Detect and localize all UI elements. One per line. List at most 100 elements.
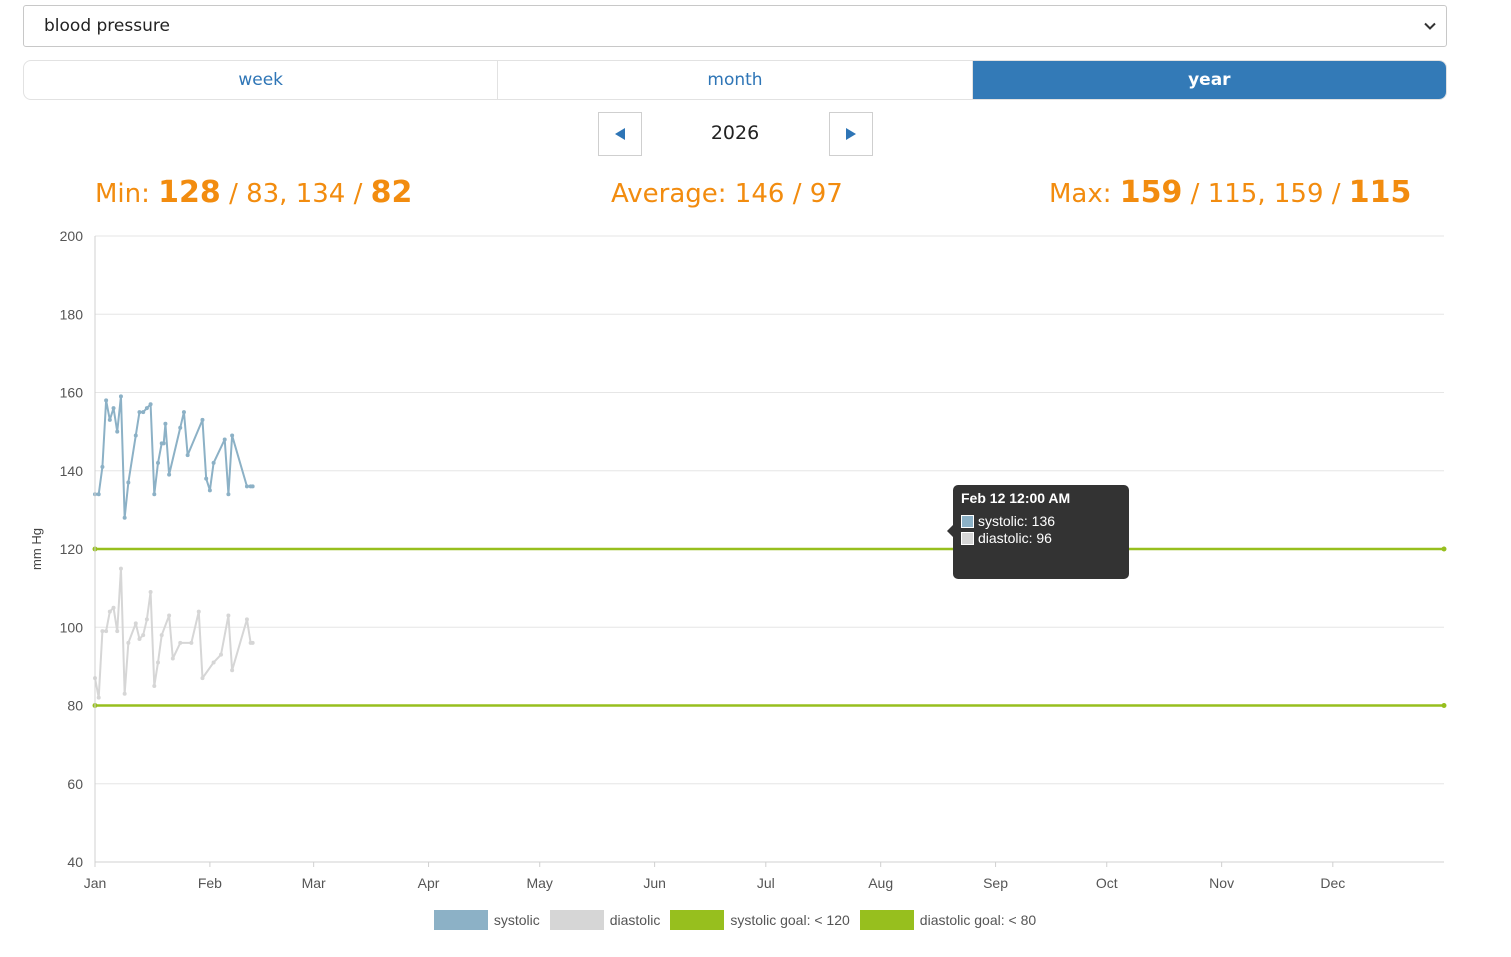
chevron-down-icon (1424, 22, 1436, 30)
x-tick-label-jan: Jan (84, 875, 107, 891)
systolic-line (95, 395, 253, 519)
y-tick-label-200: 200 (60, 228, 84, 244)
diastolic-point (118, 566, 123, 571)
systolic-point (100, 464, 105, 469)
systolic-point (226, 492, 231, 497)
diastolic-point (141, 633, 146, 638)
systolic-point (163, 421, 168, 426)
min-diastolic-1: 83, (246, 179, 288, 209)
tab-week[interactable]: week (24, 61, 499, 99)
systolic-point (185, 453, 190, 458)
tab-year[interactable]: year (972, 61, 1446, 99)
x-tick-label-nov: Nov (1209, 875, 1234, 891)
average-label: Average: (611, 179, 727, 209)
blood-pressure-chart: 40 60 80 100 120 140 160 180 200 Jan Feb Mar Apr May J… (29, 228, 1447, 891)
systolic-point (118, 394, 123, 399)
systolic-point (104, 398, 109, 403)
diastolic-point (219, 652, 224, 657)
systolic-point (178, 425, 183, 430)
diastolic-point (167, 613, 172, 618)
x-tick-label-oct: Oct (1096, 875, 1118, 891)
y-tick-label-140: 140 (60, 463, 84, 479)
min-stat: Min: 128 / 83, 134 / 82 (95, 175, 412, 210)
y-tick-label-100: 100 (60, 619, 84, 635)
diastolic-point (111, 605, 116, 610)
y-tick-label-180: 180 (60, 306, 84, 322)
diastolic-point (230, 668, 235, 673)
period-tabs: week month year (23, 60, 1447, 100)
tooltip-diastolic-row: diastolic: 96 (961, 530, 1052, 546)
triangle-left-icon (615, 128, 625, 140)
systolic-point (211, 460, 216, 465)
systolic-point (126, 480, 131, 485)
current-year-label: 2026 (710, 122, 760, 144)
average-value: 146 / 97 (734, 179, 843, 209)
x-tick-label-jun: Jun (643, 875, 666, 891)
legend-swatch-systolic-goal (670, 910, 725, 930)
max-systolic-1: 159 (1119, 175, 1183, 210)
diastolic-point (189, 640, 194, 645)
metric-select[interactable]: blood pressure (23, 5, 1447, 47)
diastolic-point (137, 636, 142, 641)
diastolic-line (94, 567, 253, 699)
legend-swatch-diastolic-goal (859, 910, 914, 930)
x-tick-label-may: May (526, 875, 552, 891)
min-systolic-1: 128 (158, 175, 221, 210)
systolic-goal-point (1441, 546, 1447, 552)
systolic-point (250, 484, 255, 489)
legend-label-diastolic: diastolic (609, 912, 661, 928)
x-tick-label-apr: Apr (418, 875, 440, 891)
x-tick-label-sep: Sep (983, 875, 1008, 891)
tooltip-systolic-row: systolic: 136 (961, 513, 1055, 529)
tooltip-diastolic-value: diastolic: 96 (978, 530, 1052, 546)
systolic-point (141, 410, 146, 415)
diastolic-point (148, 590, 153, 595)
diastolic-point (211, 660, 216, 665)
tooltip-systolic-value: systolic: 136 (978, 513, 1056, 529)
legend-label-diastolic-goal: diastolic goal: < 80 (919, 912, 1037, 928)
chart-tooltip: Feb 12 12:00 AM systolic: 136 diastolic:… (947, 485, 1129, 579)
systolic-point (144, 406, 149, 411)
systolic-point (115, 429, 120, 434)
max-separator-1: / (1190, 179, 1200, 209)
tab-month[interactable]: month (498, 61, 973, 99)
legend-item-systolic-goal[interactable]: systolic goal: < 120 (670, 910, 850, 930)
min-separator-1: / (229, 179, 238, 209)
systolic-point (107, 417, 112, 422)
legend-label-systolic-goal: systolic goal: < 120 (730, 912, 850, 928)
diastolic-point (159, 633, 164, 638)
max-diastolic-2: 115 (1348, 175, 1412, 210)
systolic-point (122, 515, 127, 520)
y-tick-label-160: 160 (60, 385, 84, 401)
min-systolic-2: 134 (295, 179, 346, 209)
systolic-point (200, 417, 205, 422)
systolic-point (152, 492, 157, 497)
average-stat: Average: 146 / 97 (611, 179, 843, 209)
max-diastolic-1: 115, (1207, 179, 1266, 209)
min-diastolic-2: 82 (370, 175, 413, 210)
max-systolic-2: 159 (1273, 179, 1324, 209)
diastolic-point (200, 676, 205, 681)
max-label: Max: (1049, 179, 1112, 209)
diastolic-point (115, 629, 120, 634)
systolic-point (156, 460, 161, 465)
previous-period-button[interactable] (598, 112, 642, 156)
tooltip-title: Feb 12 12:00 AM (961, 490, 1071, 506)
diastolic-point (96, 695, 101, 700)
legend-swatch-diastolic (549, 910, 604, 930)
y-tick-label-40: 40 (67, 854, 83, 870)
diastolic-point (170, 656, 175, 661)
x-tick-label-aug: Aug (868, 875, 893, 891)
systolic-point (96, 492, 101, 497)
legend-item-systolic[interactable]: systolic (433, 910, 540, 930)
y-axis-title: mm Hg (29, 528, 44, 570)
diastolic-point (152, 683, 157, 688)
diastolic-point (126, 640, 131, 645)
diastolic-point (244, 617, 249, 622)
legend-item-diastolic[interactable]: diastolic (549, 910, 661, 930)
next-period-button[interactable] (829, 112, 873, 156)
systolic-point (111, 406, 116, 411)
legend-item-diastolic-goal[interactable]: diastolic goal: < 80 (859, 910, 1037, 930)
systolic-point (148, 402, 153, 407)
systolic-point (204, 476, 209, 481)
